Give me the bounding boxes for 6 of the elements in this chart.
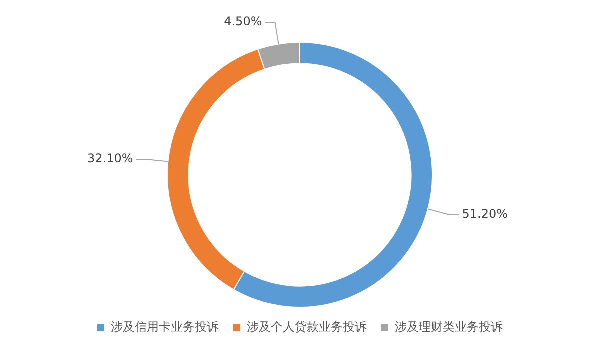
legend-label: 涉及个人贷款业务投诉 xyxy=(247,320,367,334)
data-label: 51.20% xyxy=(462,207,508,222)
data-label: 4.50% xyxy=(224,14,262,29)
data-label: 32.10% xyxy=(88,152,134,166)
legend-label: 涉及信用卡业务投诉 xyxy=(111,320,219,334)
legend-label: 涉及理财类业务投诉 xyxy=(395,320,503,334)
